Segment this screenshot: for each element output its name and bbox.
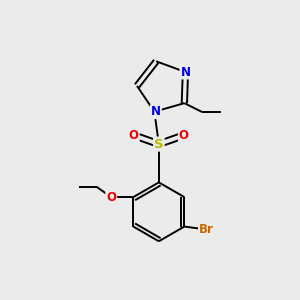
Text: N: N — [180, 65, 190, 79]
Text: O: O — [129, 129, 139, 142]
Text: O: O — [106, 190, 116, 204]
Text: N: N — [151, 105, 161, 118]
Text: Br: Br — [199, 223, 214, 236]
Text: O: O — [179, 129, 189, 142]
Text: S: S — [154, 138, 164, 151]
